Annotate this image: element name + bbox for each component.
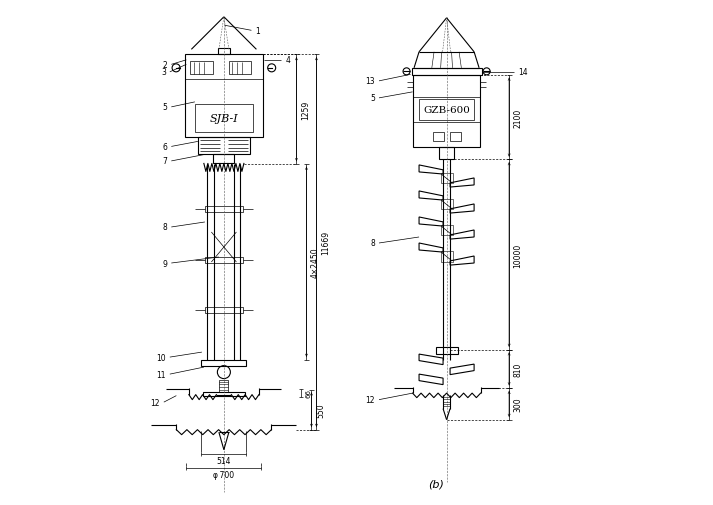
Text: 300: 300 [513, 397, 523, 412]
Text: 2100: 2100 [513, 108, 523, 127]
Bar [195, 105, 252, 133]
Text: 11669: 11669 [321, 230, 330, 255]
Text: 8: 8 [370, 239, 375, 248]
Text: 5: 5 [163, 103, 168, 112]
Text: 5: 5 [370, 94, 375, 103]
Bar [229, 62, 252, 75]
Text: 12: 12 [150, 398, 160, 407]
Text: 14: 14 [518, 68, 528, 77]
Bar [205, 257, 242, 263]
Text: 4×2450: 4×2450 [311, 247, 320, 278]
Bar [205, 307, 242, 313]
Bar [213, 155, 235, 164]
Bar [433, 133, 443, 141]
Bar [436, 347, 458, 354]
Bar [220, 380, 228, 392]
Text: 12: 12 [366, 395, 375, 405]
Text: 2: 2 [163, 61, 168, 70]
Text: GZB-600: GZB-600 [423, 106, 470, 115]
Text: 9: 9 [163, 259, 168, 268]
Text: 4: 4 [285, 56, 290, 65]
Bar [441, 174, 453, 184]
Bar [419, 99, 474, 121]
Text: 6: 6 [163, 142, 168, 152]
Text: 10: 10 [156, 353, 166, 362]
Bar [202, 392, 245, 396]
Bar [201, 360, 247, 366]
Bar [441, 226, 453, 236]
Text: 13: 13 [365, 77, 375, 86]
Text: 550: 550 [316, 402, 325, 417]
Text: 810: 810 [513, 362, 523, 376]
Text: 10000: 10000 [513, 243, 523, 267]
Bar [411, 69, 481, 76]
Bar [190, 62, 212, 75]
Text: 66: 66 [305, 389, 312, 397]
Text: (b): (b) [429, 478, 444, 488]
Bar [413, 76, 481, 147]
Bar [439, 147, 454, 160]
Text: 11: 11 [156, 370, 166, 379]
Bar [441, 200, 453, 210]
Text: 3: 3 [161, 68, 166, 77]
Bar [450, 133, 461, 141]
Bar [198, 138, 250, 155]
Text: 1259: 1259 [301, 100, 310, 120]
Bar [205, 207, 242, 213]
Text: 7: 7 [163, 157, 168, 166]
Text: φ 700: φ 700 [213, 470, 235, 479]
Text: 8: 8 [163, 223, 168, 232]
Bar [441, 252, 453, 262]
Text: 514: 514 [217, 457, 231, 465]
Text: 1: 1 [255, 27, 260, 36]
Text: SJB-I: SJB-I [210, 114, 238, 124]
Bar [185, 55, 262, 138]
Bar [218, 49, 230, 55]
